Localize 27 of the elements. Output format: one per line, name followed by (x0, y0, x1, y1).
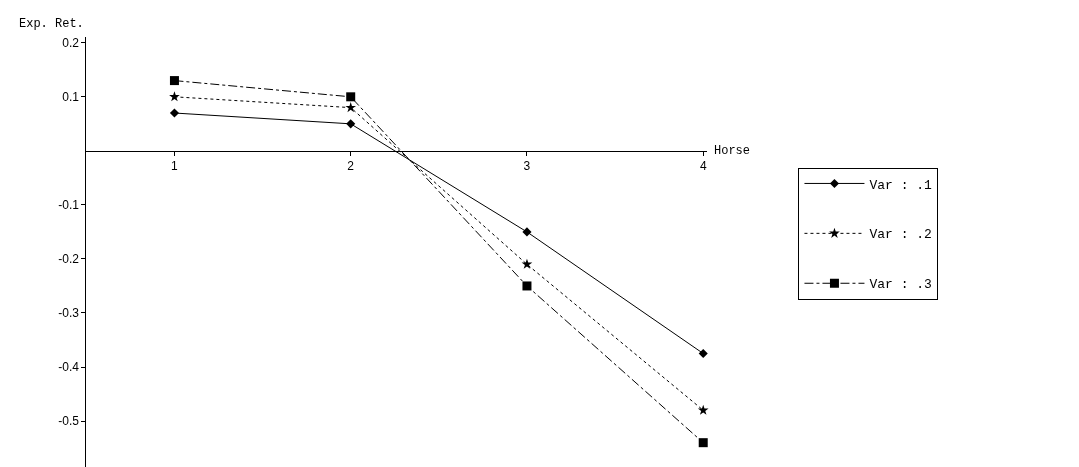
point (346, 119, 356, 129)
point (346, 92, 356, 102)
x-tick-label: 3 (523, 159, 531, 174)
y-axis-title: Exp. Ret. (19, 17, 84, 31)
x-tick-label: 2 (347, 159, 355, 174)
point (522, 281, 532, 291)
y-tick-label: -0.4 (58, 360, 80, 375)
point (169, 91, 180, 102)
y-tick-label: -0.2 (58, 252, 80, 267)
x-tick-label: 4 (699, 159, 707, 174)
y-tick-label: -0.3 (58, 306, 80, 321)
legend-label: Var : .2 (869, 227, 932, 243)
y-tick-label: -0.5 (58, 414, 80, 429)
x-tick-label: 1 (171, 159, 179, 174)
legend-label: Var : .1 (869, 177, 933, 193)
point (521, 258, 533, 269)
legend-label: Var : .3 (869, 277, 932, 293)
y-tick-label: 0.1 (62, 90, 80, 105)
x-axis-title: Horse (714, 144, 751, 158)
point (345, 102, 357, 113)
point (522, 227, 532, 237)
point (169, 76, 179, 86)
point (169, 108, 179, 118)
y-tick-label: 0.2 (62, 35, 80, 50)
y-tick-label: -0.1 (58, 198, 80, 213)
point (698, 348, 708, 359)
point (698, 438, 708, 448)
